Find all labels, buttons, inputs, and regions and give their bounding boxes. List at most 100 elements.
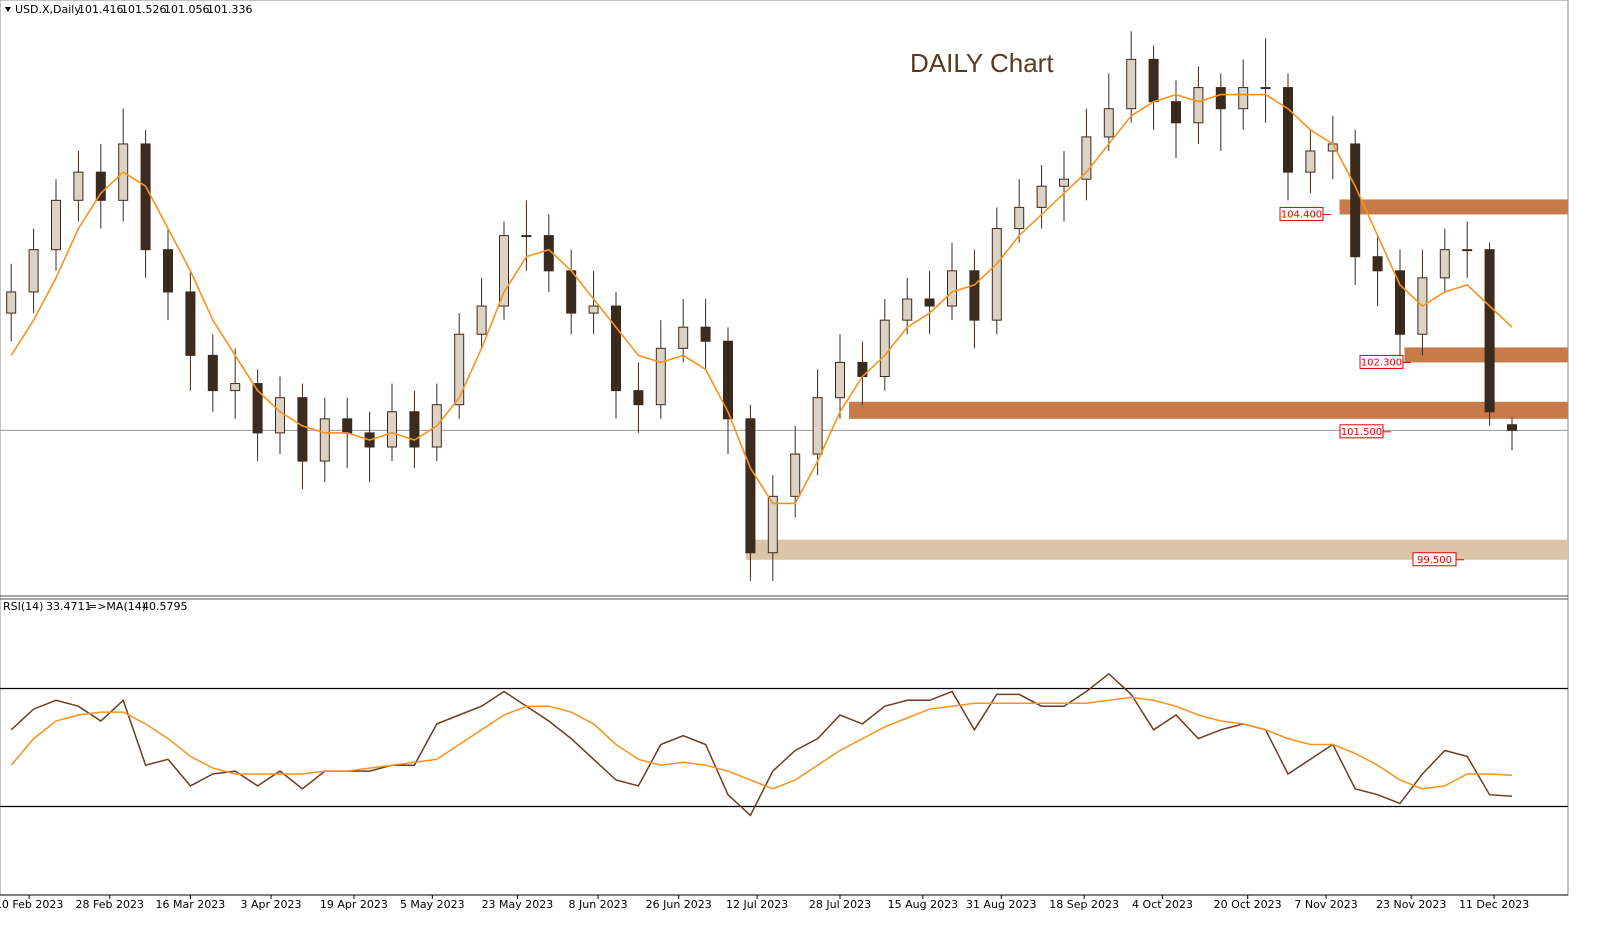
x-tick-label: 16 Mar 2023 (156, 898, 226, 911)
level-label: 101.500 (1341, 427, 1382, 438)
legend-name: =>MA(14) (88, 600, 146, 613)
x-tick-label: 4 Oct 2023 (1132, 898, 1193, 911)
chart-title: DAILY Chart (910, 48, 1054, 78)
level-zone (1339, 199, 1568, 215)
candle-body (51, 199, 61, 251)
x-tick-label: 20 Oct 2023 (1214, 898, 1282, 911)
rsi-line (10, 696, 1513, 790)
candle-body (252, 383, 263, 434)
candle-body (1350, 143, 1361, 258)
candle-body (95, 171, 106, 201)
legend-value: 40.5795 (142, 600, 188, 613)
candle-body (499, 235, 509, 307)
candle-body (319, 418, 330, 462)
candle-body (1283, 87, 1293, 173)
candle-body (476, 305, 487, 335)
x-tick-label: 18 Sep 2023 (1049, 898, 1119, 911)
candle-body (790, 453, 801, 497)
candle-body (902, 298, 913, 321)
candle-body (28, 249, 39, 293)
x-tick-label: 23 May 2023 (482, 898, 554, 911)
symbol: USD.X,Daily (15, 3, 81, 16)
candle-body (1260, 87, 1271, 90)
candle-body (1462, 249, 1473, 252)
x-tick-label: 5 May 2023 (400, 898, 465, 911)
candle-body (588, 305, 599, 314)
candle-body (6, 291, 17, 314)
candle-body (1507, 424, 1517, 431)
candle-body (1484, 249, 1495, 413)
candle-body (879, 319, 890, 378)
x-tick-label: 3 Apr 2023 (241, 898, 302, 911)
level-zone (848, 401, 1568, 419)
candle-body (723, 340, 733, 420)
x-tick-label: 31 Aug 2023 (966, 898, 1036, 911)
header-open: 101.416 (78, 3, 124, 16)
x-tick-label: 8 Jun 2023 (568, 898, 627, 911)
candle-body (745, 418, 756, 554)
candle-body (275, 397, 285, 434)
candle-body (73, 171, 84, 201)
candle-body (454, 333, 465, 406)
x-tick-label: 28 Feb 2023 (76, 898, 144, 911)
candle-body (700, 326, 711, 342)
candle-body (1215, 87, 1226, 110)
header-close: 101.336 (207, 3, 253, 16)
candle-body (140, 143, 151, 251)
candle-body (1372, 256, 1383, 272)
header-high: 101.526 (121, 3, 167, 16)
candle-body (1238, 87, 1249, 110)
header-low: 101.056 (164, 3, 210, 16)
candle-body (655, 347, 666, 406)
candle-body (1081, 136, 1092, 180)
candle-body (1103, 108, 1114, 138)
candle-body (1126, 58, 1137, 110)
candle-body (566, 270, 577, 314)
x-tick-label: 11 Dec 2023 (1459, 898, 1529, 911)
legend-value: 33.4711 (46, 600, 92, 613)
candle-body (678, 326, 689, 349)
candle-body (207, 354, 218, 392)
candle-body (767, 495, 778, 554)
x-tick-label: 19 Apr 2023 (320, 898, 388, 911)
candle-body (633, 390, 644, 406)
candle-body (1439, 249, 1450, 279)
candle-body (1059, 178, 1069, 187)
candle-body (1193, 87, 1204, 124)
candle-body (521, 235, 532, 238)
candle-body (342, 418, 353, 434)
candle-body (947, 270, 957, 307)
x-tick-label: 26 Jun 2023 (646, 898, 712, 911)
level-label: 102.300 (1361, 357, 1402, 368)
x-tick-label: 15 Aug 2023 (888, 898, 958, 911)
candle-body (230, 383, 241, 392)
candle-body (409, 411, 420, 448)
level-label: 104.400 (1281, 209, 1322, 220)
menu-arrow (5, 7, 11, 12)
candle-body (1014, 206, 1025, 230)
level-zone (745, 539, 1568, 560)
candle-body (387, 411, 397, 448)
candle-body (1148, 58, 1159, 103)
x-tick-label: 28 Jul 2023 (809, 898, 871, 911)
x-tick-label: 10 Feb 2023 (0, 898, 63, 911)
candle-body (1305, 150, 1316, 173)
level-label: 99.500 (1417, 555, 1452, 566)
candle-body (1395, 270, 1405, 335)
legend-name: RSI(14) (3, 600, 43, 613)
candle-body (185, 291, 196, 356)
ma-line (10, 93, 1513, 505)
candle-body (924, 298, 935, 307)
candle-body (969, 270, 980, 321)
candle-body (1036, 185, 1047, 208)
x-tick-label: 12 Jul 2023 (726, 898, 788, 911)
candle-body (611, 305, 621, 392)
x-tick-label: 7 Nov 2023 (1294, 898, 1357, 911)
candle-body (991, 228, 1002, 321)
candle-body (812, 397, 823, 455)
frame (0, 0, 1569, 896)
candle-body (1171, 101, 1181, 124)
x-tick-label: 23 Nov 2023 (1376, 898, 1446, 911)
